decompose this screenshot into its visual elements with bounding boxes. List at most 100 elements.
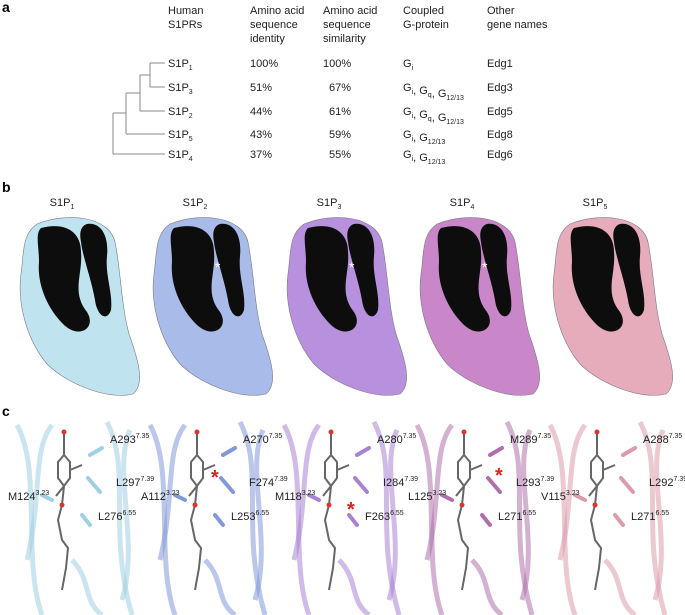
surface-cavity bbox=[37, 226, 90, 332]
ligand bbox=[322, 430, 350, 591]
column-header: G-protein bbox=[403, 19, 449, 31]
text-part: S1P bbox=[183, 197, 204, 209]
helix-ribbon bbox=[281, 423, 312, 615]
subscript: 5 bbox=[189, 136, 193, 143]
gene-name: Edg6 bbox=[487, 149, 513, 161]
superscript: 3.23 bbox=[302, 490, 316, 497]
superscript: 7.39 bbox=[540, 476, 554, 483]
side-chain bbox=[86, 476, 102, 494]
surface-cavity bbox=[437, 226, 490, 332]
asterisk: * bbox=[482, 259, 488, 275]
subscript: 5 bbox=[603, 204, 607, 211]
text-part: , G bbox=[413, 132, 428, 144]
text-part: M124 bbox=[8, 491, 36, 503]
text-part: L271 bbox=[498, 511, 522, 523]
similarity: 100% bbox=[323, 58, 351, 70]
side-chain bbox=[80, 513, 92, 527]
helix-ribbon bbox=[203, 558, 237, 615]
helix-ribbon bbox=[470, 558, 504, 615]
helix-ribbon bbox=[70, 558, 104, 615]
text-part: S1P bbox=[317, 197, 338, 209]
superscript: 6.55 bbox=[655, 510, 669, 517]
residue-label: F2636.55 bbox=[365, 510, 404, 523]
helix-ribbon bbox=[652, 428, 666, 601]
superscript: 3.23 bbox=[432, 490, 446, 497]
text-part: S1P bbox=[168, 58, 189, 70]
helix-ribbon bbox=[252, 428, 266, 601]
subscript: 2 bbox=[203, 204, 207, 211]
residue-label: L2937.39 bbox=[516, 476, 554, 489]
text-part: G bbox=[403, 82, 412, 94]
residue-label: A2937.35 bbox=[110, 433, 149, 446]
subscript: 12/13 bbox=[428, 159, 446, 166]
ligand bbox=[455, 430, 483, 591]
side-chain bbox=[355, 446, 371, 457]
identity: 37% bbox=[250, 149, 272, 161]
column-header: Coupled bbox=[403, 5, 444, 17]
residue-label: L2716.55 bbox=[631, 510, 669, 523]
surface-cavity bbox=[304, 226, 357, 332]
panel-label: a bbox=[2, 0, 10, 15]
subscript: 12/13 bbox=[446, 95, 464, 102]
superscript: 7.35 bbox=[403, 433, 417, 440]
dendrogram bbox=[112, 62, 165, 155]
superscript: 6.55 bbox=[122, 510, 136, 517]
column-header: similarity bbox=[323, 33, 366, 45]
panel-label: c bbox=[2, 403, 10, 419]
superscript: 6.55 bbox=[390, 510, 404, 517]
residue-label: I2847.39 bbox=[383, 476, 418, 489]
side-chain bbox=[219, 476, 235, 494]
subscript: q bbox=[428, 92, 432, 99]
column-header: Amino acid bbox=[323, 5, 377, 17]
similarity: 55% bbox=[329, 149, 351, 161]
ligand bbox=[55, 430, 83, 591]
similarity: 59% bbox=[329, 129, 351, 141]
text-part: G bbox=[403, 106, 412, 118]
receptor-name: S1P1 bbox=[168, 58, 193, 72]
surface bbox=[286, 217, 407, 396]
helix-ribbon bbox=[414, 423, 445, 615]
receptor-name: S1P3 bbox=[168, 82, 193, 96]
helix-ribbon bbox=[24, 423, 55, 561]
text-part: S1P bbox=[583, 197, 604, 209]
g-protein: Gi, G12/13 bbox=[403, 149, 445, 166]
text-part: M289 bbox=[510, 434, 538, 446]
text-part: L276 bbox=[98, 511, 122, 523]
oxygen bbox=[61, 429, 67, 435]
helix-ribbon bbox=[386, 428, 400, 601]
side-chain bbox=[173, 493, 187, 502]
subscript: 3 bbox=[189, 89, 193, 96]
receptor-name: S1P4 bbox=[168, 149, 193, 163]
identity: 44% bbox=[250, 106, 272, 118]
g-protein: Gi, Gq, G12/13 bbox=[403, 82, 464, 102]
text-part: L293 bbox=[516, 477, 540, 489]
text-part: G bbox=[403, 129, 412, 141]
superscript: 6.55 bbox=[522, 510, 536, 517]
residue-label: L2766.55 bbox=[98, 510, 136, 523]
oxygen bbox=[461, 429, 467, 435]
panel-label: b bbox=[2, 179, 11, 195]
asterisk: * bbox=[347, 499, 355, 521]
surface-cavity bbox=[170, 226, 223, 332]
side-chain bbox=[307, 493, 321, 502]
side-chain bbox=[353, 476, 369, 494]
text-part: F274 bbox=[249, 477, 274, 489]
side-chain bbox=[480, 513, 492, 527]
asterisk: * bbox=[215, 259, 221, 275]
text-part: S1P bbox=[168, 129, 189, 141]
structure bbox=[547, 420, 668, 615]
subscript: i bbox=[412, 89, 414, 96]
helix-ribbon bbox=[291, 423, 322, 561]
side-chain bbox=[621, 446, 637, 457]
subscript: 12/13 bbox=[428, 139, 446, 146]
text-part: , G bbox=[413, 109, 428, 121]
side-chain bbox=[619, 476, 635, 494]
g-protein: Gi bbox=[403, 58, 414, 72]
surface-title: S1P3 bbox=[317, 197, 342, 211]
surface bbox=[552, 217, 673, 396]
subscript: 3 bbox=[337, 204, 341, 211]
superscript: 6.55 bbox=[255, 510, 269, 517]
text-part: , G bbox=[432, 112, 447, 124]
subscript: i bbox=[412, 65, 414, 72]
